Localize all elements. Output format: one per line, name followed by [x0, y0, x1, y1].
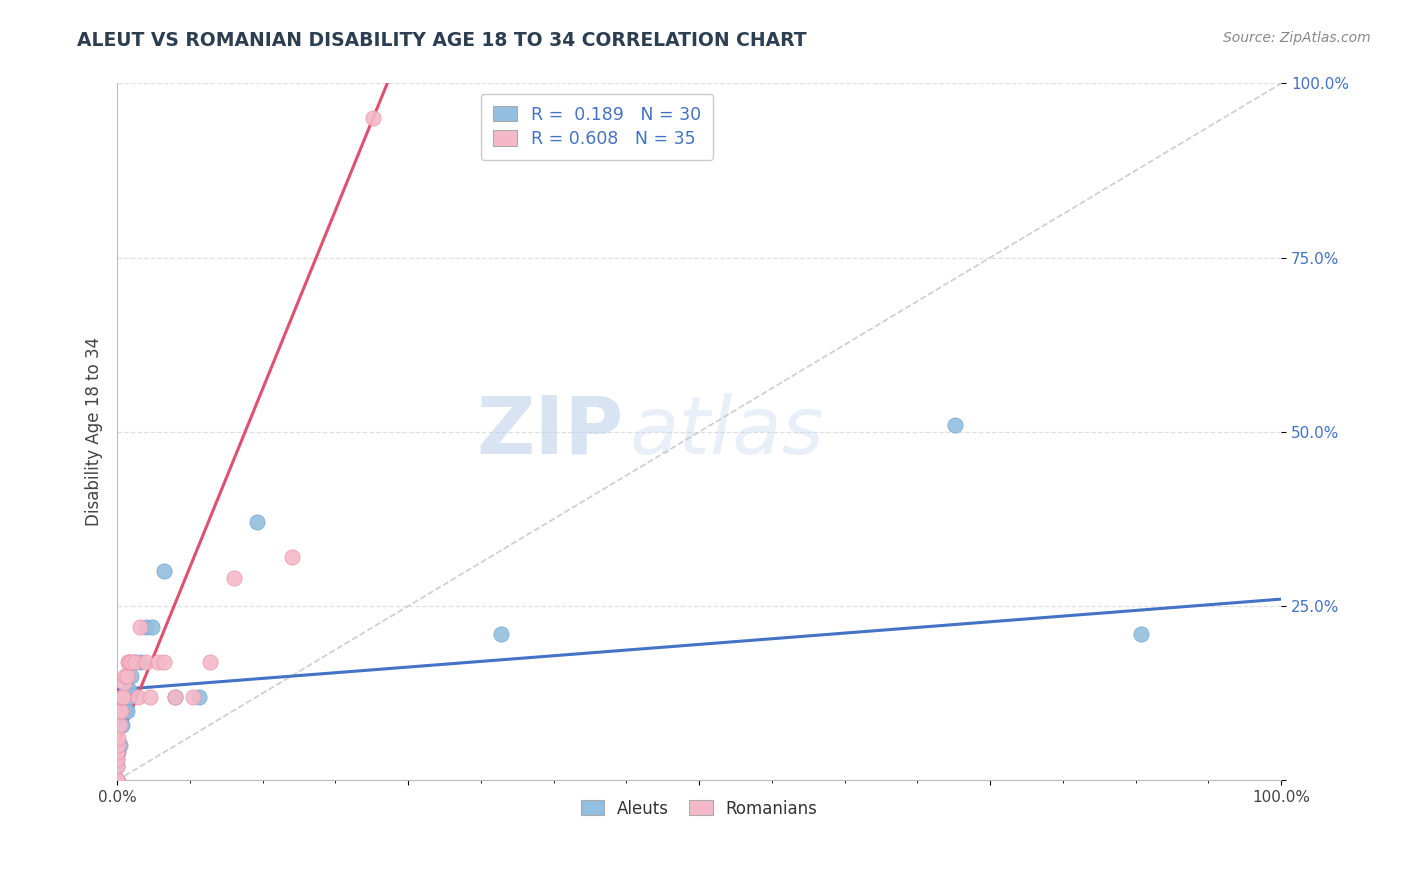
Point [108, 704, 131, 718]
Point [111, 717, 134, 731]
Point [118, 682, 141, 697]
Point [110, 690, 132, 704]
Y-axis label: Disability Age 18 to 34: Disability Age 18 to 34 [86, 337, 103, 526]
Point [152, 564, 174, 578]
Point [110, 717, 132, 731]
Text: ALEUT VS ROMANIAN DISABILITY AGE 18 TO 34 CORRELATION CHART: ALEUT VS ROMANIAN DISABILITY AGE 18 TO 3… [77, 31, 807, 50]
Point [222, 571, 245, 585]
Point [107, 746, 129, 760]
Point [105, 746, 128, 760]
Point [200, 655, 222, 669]
Point [120, 655, 142, 669]
Point [187, 690, 209, 704]
Point [141, 620, 163, 634]
Point [139, 690, 162, 704]
Point [152, 655, 174, 669]
Legend: Aleuts, Romanians: Aleuts, Romanians [574, 793, 824, 824]
Point [943, 417, 966, 432]
Text: ZIP: ZIP [477, 392, 623, 471]
Text: Source: ZipAtlas.com: Source: ZipAtlas.com [1223, 31, 1371, 45]
Point [111, 690, 134, 704]
Point [105, 773, 128, 788]
Point [105, 773, 128, 788]
Point [110, 704, 132, 718]
Point [105, 773, 128, 788]
Point [114, 669, 136, 683]
Point [361, 112, 384, 126]
Point [111, 704, 134, 718]
Point [108, 739, 131, 753]
Point [118, 655, 141, 669]
Point [112, 704, 135, 718]
Point [105, 773, 128, 788]
Point [110, 717, 132, 731]
Point [117, 690, 139, 704]
Text: atlas: atlas [630, 392, 824, 471]
Point [107, 731, 129, 746]
Point [107, 739, 129, 753]
Point [281, 550, 304, 565]
Point [105, 752, 128, 766]
Point [107, 739, 129, 753]
Point [105, 773, 128, 788]
Point [165, 690, 187, 704]
Point [120, 669, 142, 683]
Point [491, 627, 513, 641]
Point [1130, 627, 1153, 641]
Point [129, 620, 152, 634]
Point [246, 516, 269, 530]
Point [105, 773, 128, 788]
Point [135, 655, 157, 669]
Point [146, 655, 169, 669]
Point [105, 773, 128, 788]
Point [117, 655, 139, 669]
Point [108, 717, 131, 731]
Point [105, 759, 128, 773]
Point [105, 773, 128, 788]
Point [135, 620, 157, 634]
Point [115, 704, 138, 718]
Point [124, 655, 146, 669]
Point [111, 690, 134, 704]
Point [105, 752, 128, 766]
Point [105, 759, 128, 773]
Point [115, 669, 138, 683]
Point [165, 690, 187, 704]
Point [124, 655, 146, 669]
Point [129, 655, 152, 669]
Point [112, 675, 135, 690]
Point [105, 773, 128, 788]
Point [181, 690, 204, 704]
Point [127, 690, 149, 704]
Point [114, 704, 136, 718]
